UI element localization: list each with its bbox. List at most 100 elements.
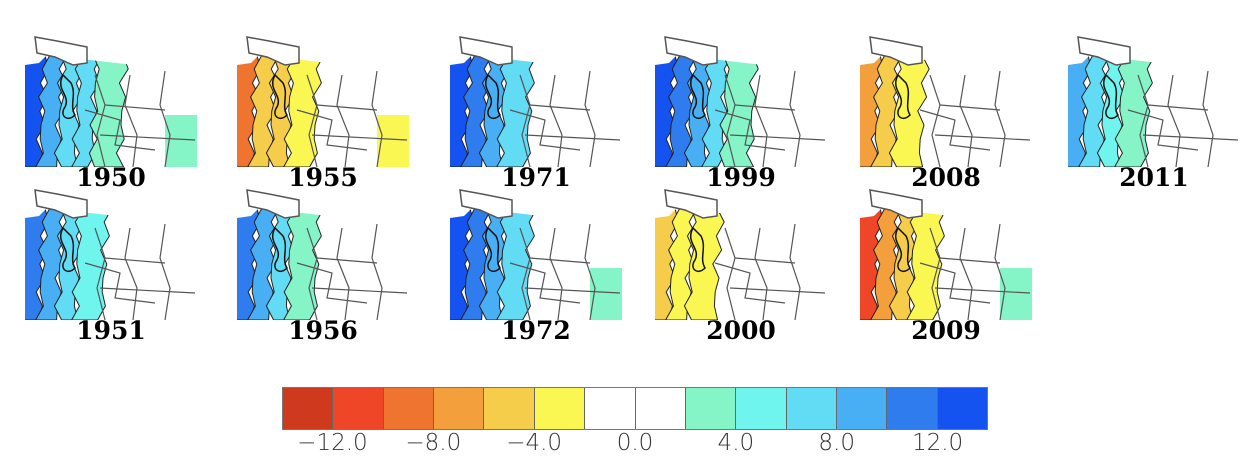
year-label: 2008 [911,163,981,192]
map-panel-1955: 1955 [237,35,409,200]
year-label: 1972 [501,316,571,345]
colorbar-tick-label: −12.0 [297,430,368,456]
colorbar-tick-label: −8.0 [405,430,462,456]
county-boundary [159,223,171,320]
vancouver-island [34,36,88,66]
county-boundary [311,134,408,141]
county-boundary [584,223,596,320]
county-boundary [519,227,531,320]
county-boundary [959,227,973,320]
map-panel-1999: 1999 [655,35,827,200]
vancouver-island [459,36,513,66]
puget-sound [895,73,911,119]
county-boundary [959,74,973,167]
colorbar-swatch [836,388,888,429]
map-panel-1971: 1971 [450,35,622,200]
puget-sound [690,226,706,272]
vancouver-island [869,36,923,66]
county-boundary [99,287,196,294]
county-boundary [1127,109,1199,151]
vancouver-island [246,189,300,219]
anomaly-map [655,189,827,320]
puget-sound [272,226,288,272]
county-boundary [316,257,378,264]
east-region [590,268,622,320]
puget-sound [690,73,706,119]
year-label: 1956 [288,316,358,345]
county-boundary [724,74,736,167]
county-boundary [316,104,378,111]
colorbar-swatch [786,388,837,429]
east-region [377,115,409,167]
county-boundary [789,223,801,320]
puget-sound [1103,73,1119,119]
colorbar [282,387,988,430]
county-boundary [1167,74,1181,167]
map-panel-2011: 2011 [1068,35,1240,200]
east-region [795,115,827,167]
colorbar-swatch [736,388,787,429]
anomaly-map [860,189,1032,320]
contour-band [888,55,930,167]
county-boundary [94,74,106,167]
county-boundary [1147,104,1209,111]
county-boundary [519,74,531,167]
county-boundary [124,74,138,167]
vancouver-island [664,189,718,219]
colorbar-swatch [484,388,535,429]
county-boundary [729,134,826,141]
county-boundary [724,227,736,320]
puget-sound [895,226,911,272]
map-panel-1956: 1956 [237,188,409,353]
vancouver-island [1077,36,1131,66]
county-boundary [336,227,350,320]
county-boundary [159,70,171,167]
puget-sound [485,73,501,119]
county-boundary [124,227,138,320]
vancouver-island [664,36,718,66]
anomaly-map [25,189,197,320]
east-region [377,268,409,320]
county-boundary [336,74,350,167]
puget-sound [485,226,501,272]
east-region [165,268,197,320]
puget-sound [60,226,76,272]
year-label: 2009 [911,316,981,345]
colorbar-swatch [887,388,938,429]
county-boundary [929,74,941,167]
anomaly-map [450,189,622,320]
map-panel-2000: 2000 [655,188,827,353]
county-boundary [734,257,796,264]
county-boundary [524,134,621,141]
county-boundary [754,227,768,320]
county-boundary [934,287,1031,294]
county-boundary [754,74,768,167]
year-label: 2011 [1119,163,1189,192]
county-boundary [549,74,563,167]
colorbar-swatch [635,388,686,429]
anomaly-map [655,36,827,167]
county-boundary [714,262,786,304]
county-boundary [549,227,563,320]
east-region [795,268,827,320]
map-panel-2008: 2008 [860,35,1032,200]
contour-band [88,55,129,167]
year-label: 1999 [706,163,776,192]
contour-band [1113,55,1156,167]
year-label: 2000 [706,316,776,345]
colorbar-swatch [283,388,334,429]
county-boundary [939,104,1001,111]
county-boundary [919,262,991,304]
east-region [590,115,622,167]
colorbar-tick-label: −4.0 [506,430,563,456]
county-boundary [311,287,408,294]
county-boundary [529,257,591,264]
anomaly-map [860,36,1032,167]
colorbar-swatch [383,388,435,429]
county-boundary [371,70,383,167]
contour-band [905,208,948,320]
county-boundary [1137,74,1149,167]
colorbar-swatch [434,388,485,429]
county-boundary [104,104,166,111]
year-label: 1955 [288,163,358,192]
